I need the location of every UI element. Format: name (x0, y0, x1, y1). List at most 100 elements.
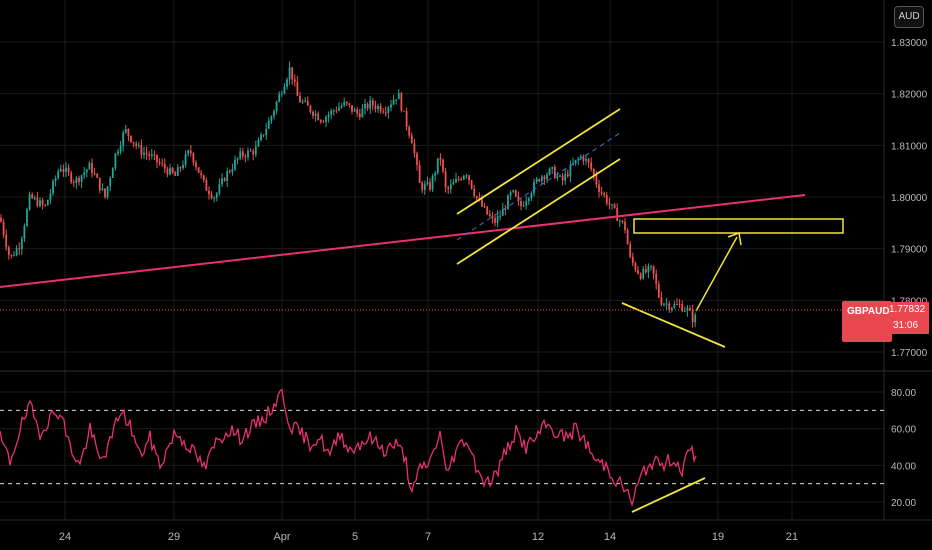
time-tick-label: 12 (532, 531, 544, 543)
rsi-axis[interactable]: 80.00 60.00 40.00 20.00 (891, 388, 916, 509)
time-tick-label: 19 (712, 531, 724, 543)
target-zone-box[interactable] (633, 218, 844, 234)
candle-body (522, 205, 525, 207)
rsi-divergence-line[interactable] (631, 477, 706, 513)
candle-body (681, 304, 684, 312)
candle-body (304, 100, 307, 102)
candle-body (267, 120, 270, 129)
rsi-line[interactable] (0, 388, 697, 508)
candle-body (312, 111, 314, 116)
candle-body (88, 162, 91, 170)
candle-body (70, 172, 73, 182)
candle-body (678, 304, 681, 306)
candle-body (470, 180, 473, 189)
channel-lower-line[interactable] (456, 158, 621, 265)
candle-body (80, 175, 83, 182)
candle-body (530, 193, 533, 199)
channel-upper-line[interactable] (456, 108, 621, 215)
price-axis[interactable]: 1.83000 1.82000 1.81000 1.80000 1.79000 1.780… (891, 38, 928, 359)
price-tag (842, 301, 892, 342)
candle-body (527, 198, 530, 202)
grid (0, 0, 884, 520)
price-tick-label: 1.78000 (891, 296, 928, 307)
candle-body (85, 169, 88, 173)
candle-body (143, 152, 145, 155)
candle-body (252, 150, 255, 155)
candle-body (423, 184, 426, 191)
candle-body (345, 101, 348, 104)
price-tick-label: 1.82000 (891, 90, 928, 101)
price-tick-label: 1.77000 (891, 348, 928, 359)
time-axis[interactable]: 24 29 Apr 5 7 12 14 19 21 (59, 531, 798, 543)
candle-body (509, 192, 512, 196)
candle-body (135, 143, 138, 146)
candle-body (171, 167, 174, 173)
candle-body (132, 141, 135, 144)
candle-body (330, 110, 333, 115)
candle-body (182, 165, 184, 169)
candle-body (83, 172, 86, 176)
candle-body (426, 182, 429, 185)
candle-body (657, 283, 660, 298)
candle-body (579, 156, 582, 159)
candle-body (28, 194, 31, 210)
candle-body (621, 220, 624, 222)
candle-body (114, 153, 117, 169)
candle-body (390, 104, 392, 108)
candle-body (5, 234, 8, 248)
candle-body (434, 172, 437, 176)
projection-arrow[interactable] (695, 236, 738, 312)
candle-body (400, 93, 403, 111)
long-term-trendline[interactable] (0, 194, 806, 288)
candle-body (314, 113, 317, 116)
candlestick-series[interactable] (0, 61, 697, 328)
candle-body (338, 107, 340, 111)
candle-body (93, 173, 96, 175)
candle-body (431, 175, 434, 190)
candle-body (288, 67, 291, 80)
candle-body (673, 304, 676, 308)
candle-body (504, 208, 507, 210)
candle-body (543, 176, 546, 180)
candle-body (236, 158, 239, 160)
candle-body (397, 93, 400, 100)
time-tick-label: Apr (273, 531, 290, 543)
candle-body (65, 167, 67, 172)
candle-body (694, 314, 697, 323)
candle-body (371, 100, 374, 106)
candle-body (275, 101, 278, 111)
candle-body (13, 255, 15, 257)
candle-body (452, 182, 455, 185)
candle-body (286, 79, 288, 87)
candle-body (455, 178, 457, 183)
candle-body (111, 168, 114, 179)
candle-body (187, 150, 190, 155)
candle-body (239, 151, 242, 159)
candle-body (533, 181, 535, 194)
candle-body (104, 188, 106, 198)
candle-body (548, 168, 551, 175)
last-price-label: 1.77832 (889, 302, 929, 318)
candle-body (244, 156, 247, 158)
candle-body (356, 109, 359, 114)
candle-body (468, 175, 470, 181)
candle-body (564, 174, 567, 181)
candle-body (670, 307, 673, 310)
channel-median-line[interactable] (456, 132, 621, 241)
candle-body (335, 110, 338, 112)
candle-body (410, 135, 413, 144)
candle-body (460, 179, 463, 181)
candle-body (270, 116, 273, 121)
candle-body (176, 167, 179, 176)
candle-body (348, 103, 351, 106)
candle-body (366, 103, 369, 109)
currency-badge[interactable]: AUD (894, 6, 924, 28)
candle-body (145, 152, 148, 155)
candle-body (481, 199, 483, 207)
candle-body (31, 194, 34, 199)
rsi-tick-label: 40.00 (891, 461, 916, 472)
candle-body (322, 121, 325, 123)
candle-body (124, 128, 127, 133)
